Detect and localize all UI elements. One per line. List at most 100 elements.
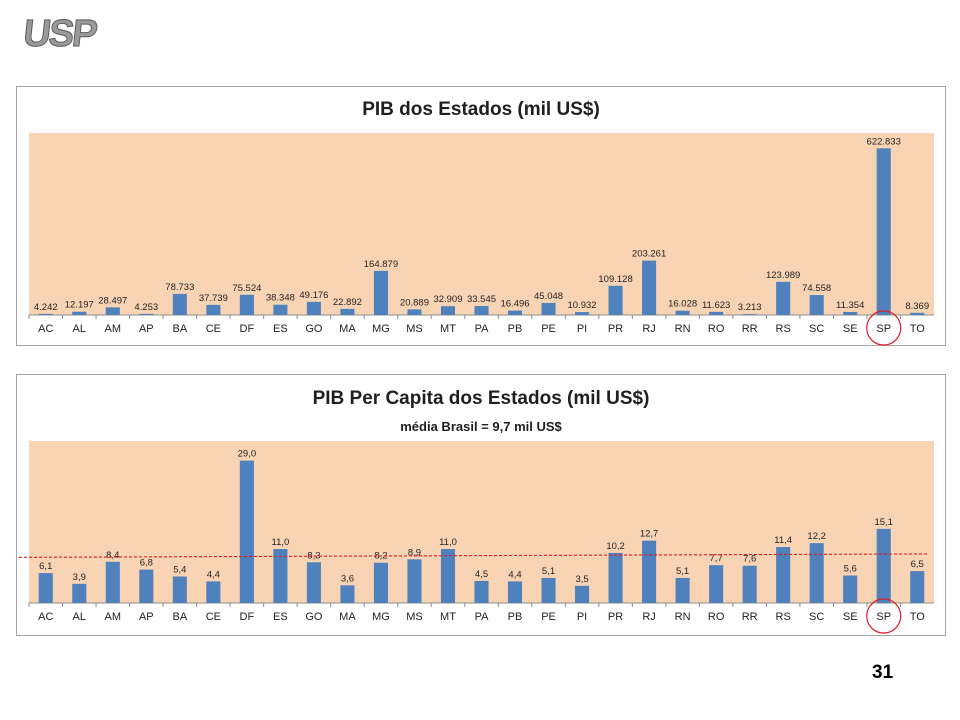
- tick-label-pb: PB: [508, 323, 523, 335]
- tick-label-ac: AC: [38, 323, 53, 335]
- data-label-rs: 123.989: [766, 270, 800, 281]
- data-label-to: 8.369: [905, 301, 929, 312]
- chart-pib-estados-plot: 4.242 AC 12.197 AL 28.497 AM 4.253 AP 78.733 BA 37…: [28, 133, 934, 346]
- chart-title: PIB dos Estados (mil US$): [362, 99, 600, 120]
- bar-pr: [608, 285, 623, 315]
- bar-ma: [340, 585, 355, 603]
- tick-label-al: AL: [73, 323, 86, 335]
- bar-rj: [642, 540, 657, 603]
- tick-label-ms: MS: [406, 323, 423, 335]
- bar-ro: [709, 311, 724, 315]
- bar-al: [72, 583, 87, 603]
- bar-al: [72, 311, 87, 315]
- tick-label-ba: BA: [172, 611, 187, 623]
- data-label-mg: 164.879: [364, 259, 398, 270]
- data-label-pr: 10,2: [606, 541, 625, 552]
- tick-label-sc: SC: [809, 611, 824, 623]
- tick-label-ro: RO: [708, 323, 725, 335]
- data-label-pi: 3,5: [575, 574, 588, 585]
- data-label-pb: 16.496: [500, 299, 529, 310]
- data-label-ce: 4,4: [207, 569, 220, 580]
- bar-mt: [440, 549, 456, 603]
- tick-label-mg: MG: [372, 611, 390, 623]
- tick-label-pi: PI: [577, 611, 587, 623]
- bar-ma: [340, 308, 355, 315]
- tick-label-rr: RR: [742, 611, 758, 623]
- tick-label-ce: CE: [206, 323, 221, 335]
- page-number: 31: [872, 662, 894, 683]
- tick-label-pe: PE: [541, 611, 556, 623]
- chart-pib-estados: PIB dos Estados (mil US$) 4.242 AC 12.197 A…: [16, 86, 946, 346]
- data-label-ro: 11.623: [702, 300, 730, 311]
- tick-label-es: ES: [273, 323, 288, 335]
- bar-ap: [139, 569, 154, 603]
- bar-rs: [776, 547, 791, 603]
- bar-rr: [742, 314, 757, 315]
- tick-label-al: AL: [73, 611, 86, 623]
- tick-label-mt: MT: [440, 323, 456, 335]
- tick-label-pa: PA: [475, 323, 490, 335]
- bar-rr: [742, 565, 757, 603]
- tick-label-df: DF: [240, 611, 255, 623]
- tick-label-go: GO: [305, 611, 323, 623]
- data-label-ac: 4.242: [34, 302, 58, 313]
- data-label-es: 38.348: [266, 293, 295, 304]
- tick-label-ma: MA: [339, 323, 356, 335]
- chart-title: PIB Per Capita dos Estados (mil US$): [312, 388, 650, 409]
- data-label-pe: 5,1: [542, 566, 555, 577]
- tick-label-to: TO: [910, 611, 926, 623]
- tick-label-pr: PR: [608, 323, 623, 335]
- bar-pe: [541, 577, 556, 603]
- data-label-go: 49.176: [299, 290, 328, 301]
- data-label-df: 29,0: [238, 449, 256, 460]
- data-label-ms: 20.889: [400, 297, 429, 308]
- bar-pa: [474, 580, 489, 603]
- average-line: [18, 553, 929, 558]
- bar-ap: [139, 313, 154, 315]
- bar-pb: [507, 310, 523, 315]
- tick-label-ba: BA: [172, 323, 187, 335]
- bar-df: [239, 460, 254, 603]
- data-label-se: 11.354: [836, 300, 864, 311]
- data-label-rn: 5,1: [676, 566, 689, 577]
- data-label-rr: 7,6: [743, 554, 756, 565]
- tick-label-rs: RS: [776, 323, 791, 335]
- bar-sp: [876, 528, 891, 603]
- data-label-ma: 3,6: [341, 573, 354, 584]
- bar-es: [273, 549, 288, 603]
- data-label-pe: 45.048: [534, 291, 563, 302]
- tick-label-sc: SC: [809, 323, 824, 335]
- tick-label-am: AM: [105, 323, 122, 335]
- data-label-pi: 10.932: [568, 300, 597, 311]
- data-label-ap: 4.253: [134, 302, 158, 313]
- bar-ba: [172, 576, 187, 603]
- bar-pa: [474, 306, 489, 315]
- tick-label-pr: PR: [608, 611, 623, 623]
- data-label-ma: 22.892: [333, 297, 362, 308]
- data-label-rj: 203.261: [632, 249, 666, 260]
- tick-label-df: DF: [240, 323, 255, 335]
- tick-label-ap: AP: [139, 323, 154, 335]
- bar-pr: [608, 552, 623, 603]
- data-label-sc: 12,2: [807, 531, 826, 542]
- tick-label-sp: SP: [876, 611, 891, 623]
- tick-label-pi: PI: [577, 323, 587, 335]
- tick-label-ap: AP: [139, 611, 154, 623]
- bar-se: [843, 311, 858, 315]
- tick-label-am: AM: [105, 611, 122, 623]
- tick-label-pe: PE: [541, 323, 556, 335]
- tick-label-ce: CE: [206, 611, 221, 623]
- bar-sc: [809, 295, 824, 315]
- data-label-rn: 16.028: [668, 299, 697, 310]
- bar-es: [273, 304, 288, 315]
- data-label-pr: 109.128: [598, 274, 632, 285]
- tick-label-se: SE: [843, 611, 858, 623]
- bar-sc: [809, 543, 824, 603]
- data-label-es: 11,0: [271, 537, 289, 548]
- bar-pe: [541, 302, 556, 315]
- data-label-al: 12.197: [65, 300, 94, 311]
- tick-label-sp: SP: [876, 323, 891, 335]
- data-label-pa: 33.545: [467, 294, 496, 305]
- bar-go: [306, 301, 321, 315]
- bar-mg: [373, 562, 388, 603]
